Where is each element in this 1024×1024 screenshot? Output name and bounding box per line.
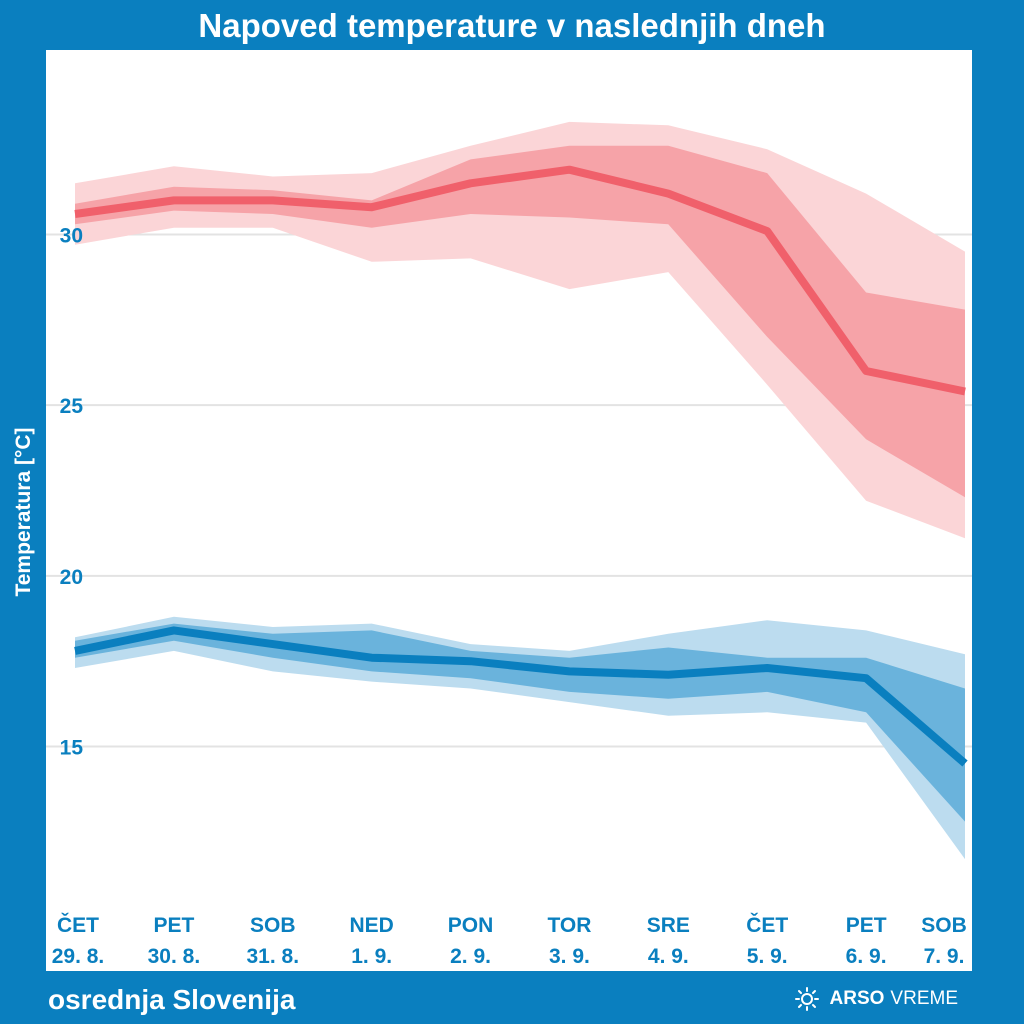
max-temp-point[interactable] <box>763 227 771 235</box>
x-tick-date: 5. 9. <box>747 945 788 968</box>
weather-sun-icon <box>794 987 819 1011</box>
min-temp-point[interactable] <box>467 657 475 665</box>
min-temp-point[interactable] <box>862 674 870 682</box>
x-tick-day: NED <box>349 914 393 937</box>
max-temp-median-line <box>74 165 966 396</box>
max-temp-point[interactable] <box>961 388 969 396</box>
y-tick-label: 30 <box>60 225 83 248</box>
x-tick-day: PET <box>153 914 194 937</box>
max-temp-point[interactable] <box>664 190 672 198</box>
x-tick-day: SOB <box>921 914 967 937</box>
min-temp-point[interactable] <box>170 626 178 634</box>
brand-name-bold: ARSO <box>829 988 885 1009</box>
x-tick-day: SRE <box>647 914 690 937</box>
x-tick-date: 29. 8. <box>52 945 105 968</box>
min-temp-point[interactable] <box>368 654 376 662</box>
max-temp-point[interactable] <box>565 166 573 174</box>
max-temp-point[interactable] <box>170 196 178 204</box>
x-tick-date: 31. 8. <box>247 945 300 968</box>
y-tick-label: 20 <box>60 566 83 589</box>
max-temp-point[interactable] <box>368 203 376 211</box>
min-temp-outer-band <box>75 616 965 860</box>
y-tick-label: 25 <box>60 395 84 418</box>
brand-logo[interactable]: ARSO VREME <box>794 984 958 1014</box>
x-tick-day: ČET <box>57 913 99 937</box>
y-tick-label: 15 <box>60 736 84 759</box>
max-temp-point[interactable] <box>862 367 870 375</box>
min-temp-point[interactable] <box>565 667 573 675</box>
x-tick-day: SOB <box>250 914 296 937</box>
x-tick-date: 2. 9. <box>450 945 491 968</box>
x-tick-day: TOR <box>547 914 591 937</box>
x-tick-date: 6. 9. <box>846 945 887 968</box>
max-temp-point[interactable] <box>467 179 475 187</box>
max-temp-inner-band <box>75 145 965 498</box>
min-temp-point[interactable] <box>961 760 969 768</box>
x-tick-date: 7. 9. <box>924 945 965 968</box>
max-temp-point[interactable] <box>71 210 79 218</box>
chart-title: Napoved temperature v naslednjih dneh <box>198 7 826 44</box>
x-tick-day: ČET <box>746 913 788 937</box>
min-temp-median-line <box>74 626 968 767</box>
x-tick-date: 1. 9. <box>351 945 392 968</box>
region-label: osrednja Slovenija <box>48 984 296 1015</box>
x-tick-date: 30. 8. <box>148 945 201 968</box>
min-temp-point[interactable] <box>71 647 79 655</box>
brand-name-light: VREME <box>890 988 958 1009</box>
x-tick-day: PON <box>448 914 494 937</box>
x-tick-date: 4. 9. <box>648 945 689 968</box>
min-temp-point[interactable] <box>664 671 672 679</box>
x-tick-day: PET <box>846 914 887 937</box>
min-temp-point[interactable] <box>763 664 771 672</box>
max-temp-point[interactable] <box>269 196 277 204</box>
min-temp-point[interactable] <box>269 640 277 648</box>
x-tick-date: 3. 9. <box>549 945 590 968</box>
